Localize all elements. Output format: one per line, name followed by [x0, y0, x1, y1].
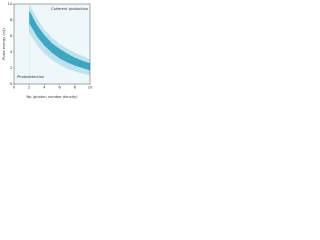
y-tick-label: 6 — [10, 34, 13, 38]
annotation: Coherent production — [51, 7, 88, 11]
annotation: Photodetection — [17, 75, 44, 79]
y-tick-label: 4 — [10, 50, 13, 54]
y-tick-label: 2 — [10, 66, 12, 70]
x-tick-label: 0 — [13, 86, 16, 90]
plot-frame — [13, 3, 91, 85]
y-tick-label: 0 — [10, 82, 13, 86]
y-tick-label: 8 — [10, 18, 13, 22]
y-tick-label: 10 — [8, 2, 13, 6]
x-tick-label: 6 — [58, 86, 61, 90]
page: {"chart_data":{"type":"band-area", "x_la… — [0, 0, 320, 101]
area — [29, 32, 90, 84]
x-tick-label: 10 — [88, 86, 93, 90]
y-axis-label: Pulse energy (mJ) — [2, 28, 6, 60]
x-axis-label: Np (photon number density) — [26, 95, 78, 99]
plot-area — [29, 4, 90, 84]
x-tick-label: 2 — [28, 86, 30, 90]
x-tick-label: 4 — [43, 86, 46, 90]
x-tick-label: 8 — [74, 86, 77, 90]
chart: Pulse energy (mJ) Np (photon number dens… — [2, 2, 93, 99]
